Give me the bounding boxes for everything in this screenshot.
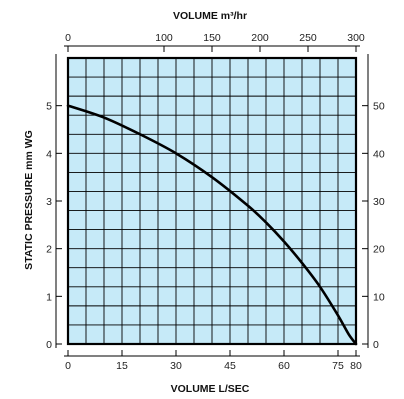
top-tick-label: 0 [65, 32, 71, 44]
bottom-tick-label: 30 [170, 360, 182, 372]
left-tick-label: 2 [46, 244, 52, 256]
bottom-tick-label: 75 [332, 360, 344, 372]
top-tick-label: 200 [251, 32, 269, 44]
right-tick-label: 10 [373, 291, 385, 303]
bottom-axis-title: VOLUME L/SEC [171, 383, 250, 395]
top-tick-label: 100 [155, 32, 173, 44]
grid-lines [68, 58, 356, 344]
right-tick-label: 30 [373, 196, 385, 208]
right-tick-label: 40 [373, 148, 385, 160]
pressure-volume-curve [66, 104, 358, 346]
right-tick-label: 20 [373, 244, 385, 256]
left-tick-label: 4 [46, 148, 52, 160]
left-axis-title: STATIC PRESSURE mm WG [23, 130, 35, 270]
bottom-tick-label: 60 [278, 360, 290, 372]
bottom-tick-label: 15 [116, 360, 128, 372]
bottom-tick-label: 80 [350, 360, 362, 372]
bottom-tick-label: 45 [224, 360, 236, 372]
left-tick-label: 1 [46, 291, 52, 303]
plot-frame [66, 56, 358, 346]
bottom-tick-label: 0 [65, 360, 71, 372]
top-tick-label: 300 [347, 32, 365, 44]
left-tick-label: 0 [46, 339, 52, 351]
left-tick-label: 5 [46, 101, 52, 113]
top-tick-label: 150 [203, 32, 221, 44]
right-tick-label: 0 [373, 339, 379, 351]
top-axis-title: VOLUME m³/hr [173, 10, 247, 22]
top-tick-label: 250 [299, 32, 317, 44]
left-tick-label: 3 [46, 196, 52, 208]
tick-marks [55, 45, 369, 357]
right-tick-label: 50 [373, 101, 385, 113]
